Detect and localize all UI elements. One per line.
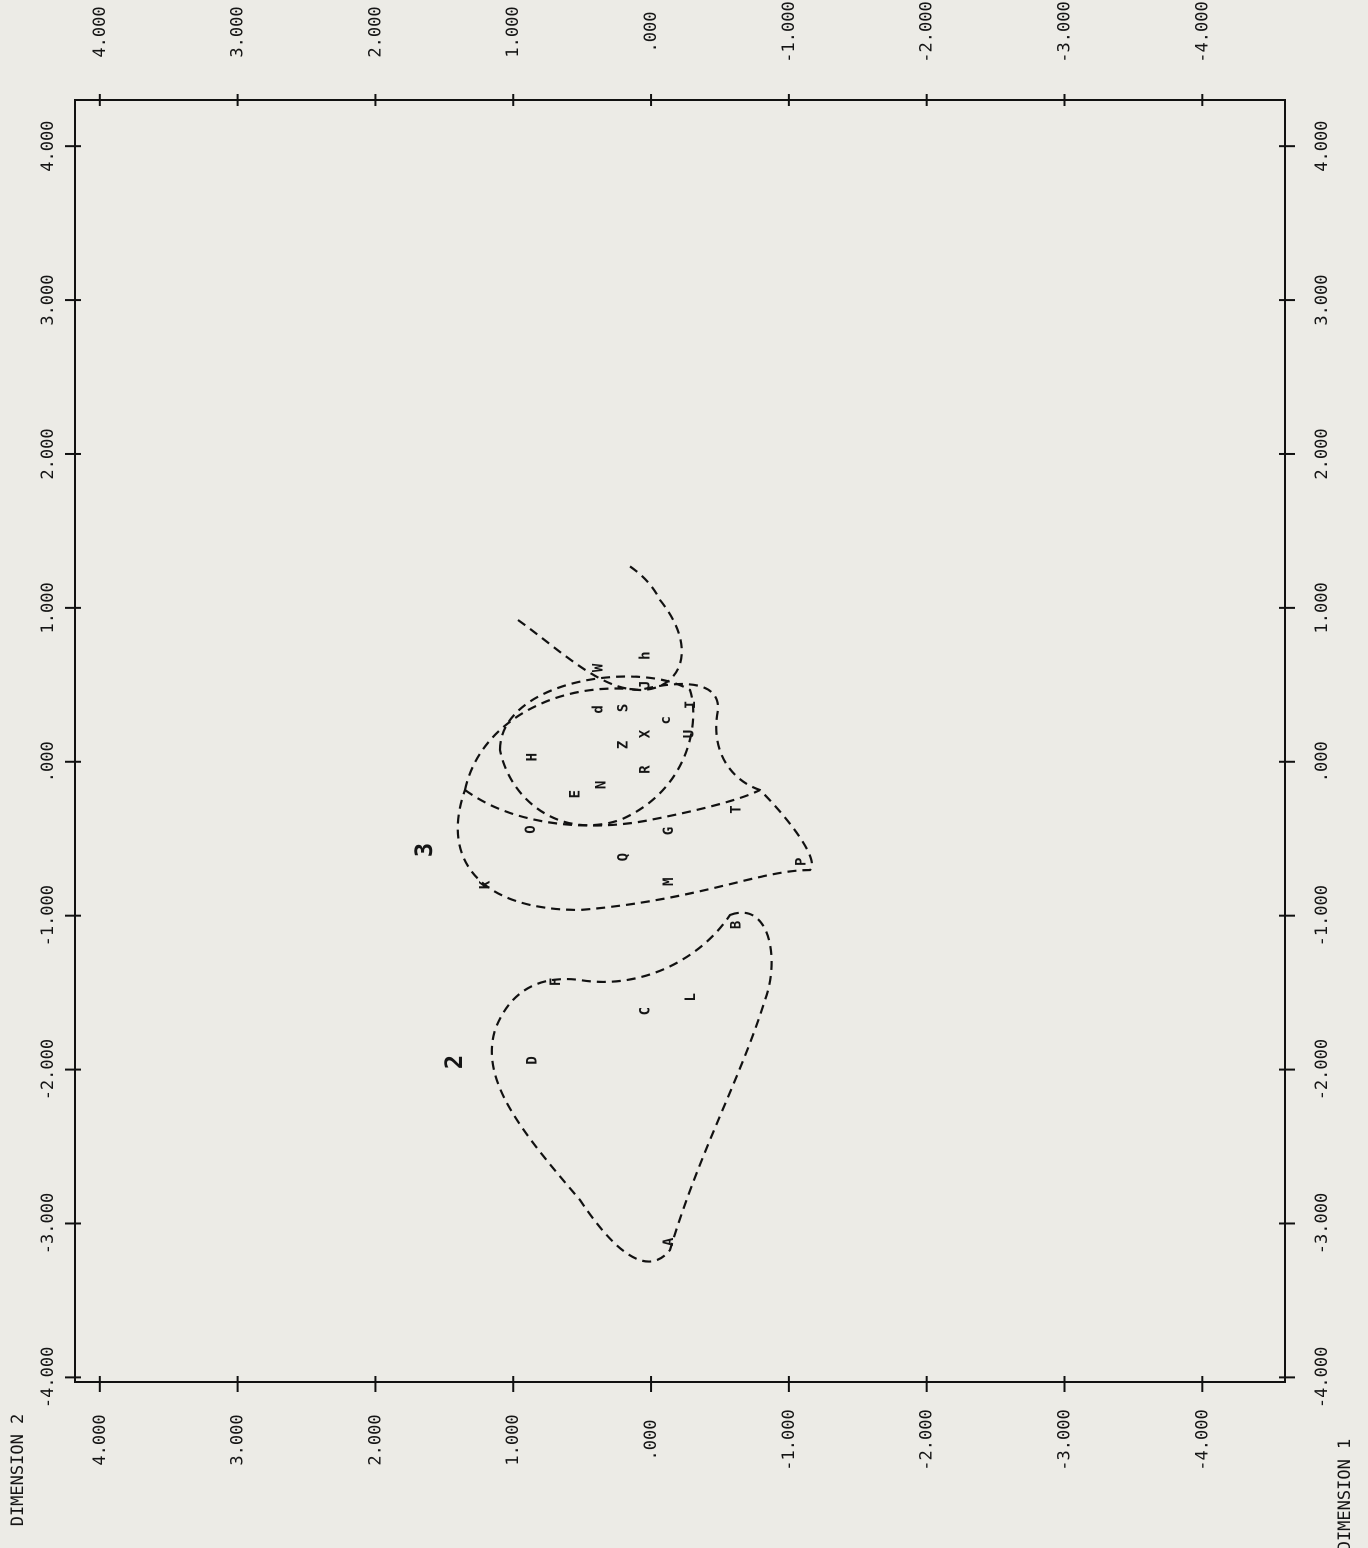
- x-tick-label: 2.000: [38, 428, 58, 479]
- point-label: Z: [615, 741, 631, 749]
- y-tick-label: 4.000: [90, 1414, 110, 1465]
- plot-frame: [74, 99, 1286, 1383]
- cluster-outline: [517, 564, 683, 692]
- y-tick-label: 1.000: [503, 6, 523, 57]
- point-label: H: [525, 753, 541, 761]
- y-tick-label: -4.000: [1192, 1, 1212, 62]
- point-label: Q: [615, 853, 631, 861]
- y-tick-label: 1.000: [503, 1414, 523, 1465]
- x-tick-label: 3.000: [1312, 274, 1332, 325]
- y-tick-label: .000: [641, 1420, 661, 1461]
- point-label: A: [661, 1237, 677, 1246]
- point-label: X: [638, 729, 654, 738]
- y-axis-title: DIMENSION 2: [8, 1414, 28, 1527]
- x-tick-label: -4.000: [1312, 1347, 1332, 1408]
- x-tick-label: .000: [1312, 741, 1332, 782]
- cluster-outline: [490, 911, 773, 1263]
- y-tick-label: -3.000: [1054, 1, 1074, 62]
- point-label: O: [523, 825, 539, 833]
- x-tick-label: -1.000: [38, 885, 58, 946]
- point-label: M: [661, 878, 677, 886]
- y-tick-label: -1.000: [779, 1, 799, 62]
- point-label: S: [615, 704, 631, 712]
- x-tick-label: 2.000: [1312, 428, 1332, 479]
- x-tick-label: 4.000: [1312, 121, 1332, 172]
- y-tick-label: -2.000: [917, 1, 937, 62]
- x-tick-label: 4.000: [38, 121, 58, 172]
- x-tick-label: -3.000: [1312, 1193, 1332, 1254]
- point-label: T: [729, 805, 745, 813]
- x-tick-label: -1.000: [1312, 885, 1332, 946]
- point-label: L: [683, 993, 699, 1001]
- point-label: K: [478, 880, 494, 889]
- y-tick-label: -4.000: [1192, 1409, 1212, 1470]
- x-tick-label: 3.000: [38, 274, 58, 325]
- cluster-outline: [456, 682, 813, 912]
- point-label: G: [661, 827, 677, 835]
- x-axis-title: DIMENSION 1: [1335, 1439, 1355, 1548]
- point-label: d: [591, 705, 607, 713]
- x-tick-label: 1.000: [38, 582, 58, 633]
- point-label: B: [729, 921, 745, 929]
- y-tick-label: 2.000: [365, 1414, 385, 1465]
- y-tick-label: -1.000: [779, 1409, 799, 1470]
- cluster-label: 3: [410, 843, 438, 857]
- x-tick-label: -3.000: [38, 1193, 58, 1254]
- point-label: E: [567, 790, 583, 798]
- point-label: F: [548, 978, 564, 986]
- y-tick-label: .000: [641, 12, 661, 53]
- point-label: I: [683, 701, 699, 709]
- y-tick-label: 3.000: [228, 6, 248, 57]
- point-label: U: [682, 730, 698, 738]
- x-tick-label: -4.000: [38, 1347, 58, 1408]
- point-label: C: [638, 1007, 654, 1015]
- point-label: h: [638, 651, 654, 659]
- point-label: c: [658, 716, 674, 724]
- y-tick-label: -3.000: [1054, 1409, 1074, 1470]
- cluster-outlines: [456, 564, 813, 1263]
- x-tick-label: -2.000: [1312, 1039, 1332, 1100]
- point-label: D: [525, 1056, 541, 1064]
- point-label: N: [593, 781, 609, 789]
- x-tick-label: .000: [38, 741, 58, 782]
- x-tick-label: -2.000: [38, 1039, 58, 1100]
- cluster-outline: [464, 789, 761, 827]
- cluster-label: 2: [440, 1055, 468, 1069]
- y-tick-label: 4.000: [90, 6, 110, 57]
- point-label: J: [638, 681, 654, 689]
- y-tick-label: -2.000: [917, 1409, 937, 1470]
- point-label: R: [638, 765, 654, 774]
- y-tick-label: 2.000: [365, 6, 385, 57]
- x-tick-label: 1.000: [1312, 582, 1332, 633]
- cluster-outline: [498, 675, 695, 827]
- point-label: P: [793, 858, 809, 866]
- y-tick-label: 3.000: [228, 1414, 248, 1465]
- point-label: W: [591, 663, 607, 672]
